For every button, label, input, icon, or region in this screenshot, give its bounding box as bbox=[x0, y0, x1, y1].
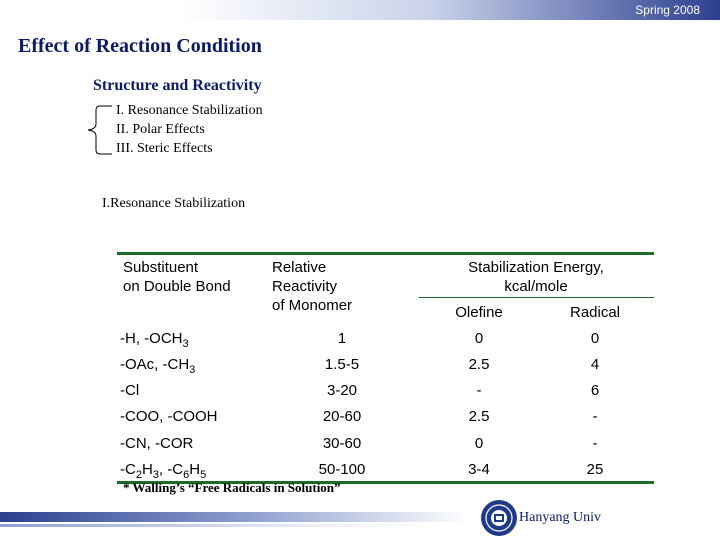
reactivity-cell: 30-60 bbox=[322, 435, 362, 452]
factor-item: II. Polar Effects bbox=[116, 122, 205, 137]
radical-cell: 4 bbox=[590, 356, 600, 373]
brace-icon bbox=[87, 105, 112, 155]
factor-item: I. Resonance Stabilization bbox=[116, 103, 263, 118]
header-substituent: Substituent on Double Bond bbox=[123, 259, 231, 295]
olefine-cell: 2.5 bbox=[468, 356, 490, 373]
substituent-cell: -CN, -COR bbox=[120, 435, 194, 452]
slide-title: Effect of Reaction Condition bbox=[18, 35, 262, 57]
radical-cell: 25 bbox=[586, 461, 604, 478]
substituent-cell: -COO, -COOH bbox=[120, 408, 218, 425]
radical-cell: - bbox=[592, 408, 598, 425]
slide-subtitle: Structure and Reactivity bbox=[93, 77, 262, 94]
top-banner bbox=[0, 0, 720, 20]
university-seal-icon bbox=[481, 500, 517, 536]
reactivity-cell: 1 bbox=[337, 330, 347, 347]
table-bottom-rule bbox=[117, 481, 654, 484]
table-sub-rule bbox=[419, 297, 654, 298]
reactivity-cell: 1.5-5 bbox=[324, 356, 360, 373]
substituent-cell: -Cl bbox=[120, 382, 140, 399]
table-top-rule bbox=[117, 252, 654, 255]
bottom-banner bbox=[0, 512, 720, 522]
date-label: Spring 2008 bbox=[635, 3, 700, 17]
substituent-cell: -OAc, -CH3 bbox=[120, 356, 196, 376]
radical-cell: 6 bbox=[590, 382, 600, 399]
reactivity-cell: 20-60 bbox=[322, 408, 362, 425]
olefine-cell: 3-4 bbox=[468, 461, 490, 478]
olefine-cell: 0 bbox=[474, 330, 484, 347]
substituent-cell: -H, -OCH3 bbox=[120, 330, 189, 350]
olefine-cell: - bbox=[476, 382, 482, 399]
header-stabilization-energy: Stabilization Energy, kcal/mole bbox=[468, 259, 604, 295]
reactivity-cell: 3-20 bbox=[326, 382, 358, 399]
header-olefine: Olefine bbox=[455, 304, 503, 321]
header-reactivity: Relative Reactivity of Monomer bbox=[272, 259, 353, 314]
bottom-banner-thin bbox=[0, 524, 720, 527]
header-radical: Radical bbox=[569, 304, 621, 321]
university-name: Hanyang Univ bbox=[519, 510, 602, 525]
radical-cell: - bbox=[592, 435, 598, 452]
substituent-cell: -C2H3, -C6H5 bbox=[120, 461, 207, 481]
olefine-cell: 2.5 bbox=[468, 408, 490, 425]
footnote: * Walling’s “Free Radicals in Solution” bbox=[123, 480, 341, 495]
factor-item: III. Steric Effects bbox=[116, 141, 213, 156]
radical-cell: 0 bbox=[590, 330, 600, 347]
olefine-cell: 0 bbox=[474, 435, 484, 452]
section-title: I.Resonance Stabilization bbox=[102, 196, 246, 211]
reactivity-cell: 50-100 bbox=[318, 461, 366, 478]
